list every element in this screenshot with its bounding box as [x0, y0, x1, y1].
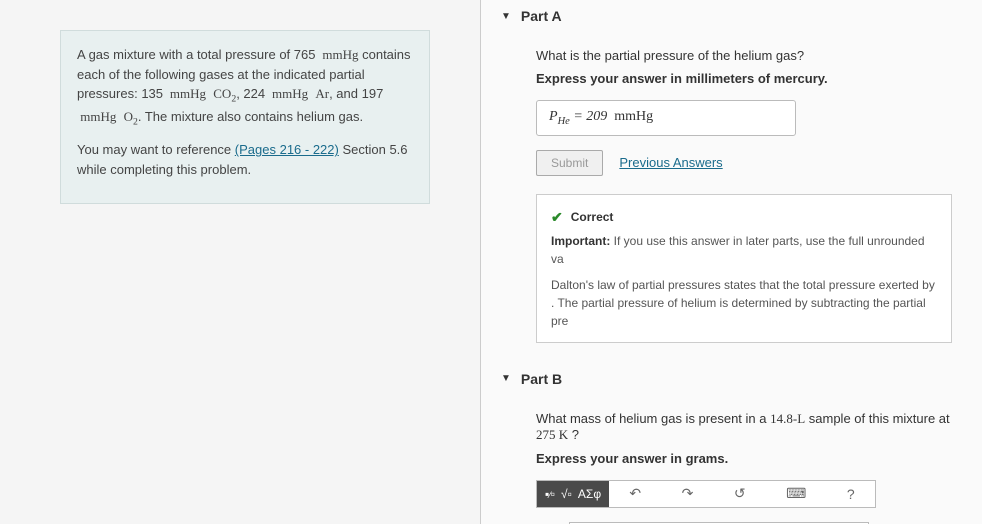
reference-link[interactable]: (Pages 216 - 222)	[235, 142, 339, 157]
greek-symbols-button[interactable]: ΑΣφ	[578, 487, 601, 501]
answer-unit: mmHg	[614, 109, 653, 124]
unit-mmhg: mmHg	[322, 47, 358, 62]
problem-panel: A gas mixture with a total pressure of 7…	[0, 0, 480, 524]
part-a-instruction: Express your answer in millimeters of me…	[536, 71, 952, 86]
correct-label: Correct	[571, 208, 614, 226]
sqrt-template-icon[interactable]: √▫	[561, 487, 572, 501]
part-a-button-row: Submit Previous Answers	[536, 150, 952, 176]
problem-paragraph-1: A gas mixture with a total pressure of 7…	[77, 45, 413, 130]
temperature-value: 275 K	[536, 427, 568, 442]
help-icon[interactable]: ?	[841, 482, 861, 506]
answer-panel: ▼ Part A What is the partial pressure of…	[480, 0, 982, 524]
ar-pressure: 224	[243, 86, 265, 101]
submit-button[interactable]: Submit	[536, 150, 603, 176]
reference-paragraph: You may want to reference (Pages 216 - 2…	[77, 140, 413, 179]
answer-symbol: P	[549, 109, 558, 124]
text: A gas mixture with a total pressure of	[77, 47, 294, 62]
feedback-header: ✔ Correct	[551, 207, 937, 228]
text: sample of this mixture at	[809, 411, 950, 426]
previous-answers-link[interactable]: Previous Answers	[619, 155, 722, 170]
part-a-title: Part A	[521, 8, 562, 24]
co2-label: CO	[213, 86, 231, 101]
important-label: Important:	[551, 234, 610, 248]
part-a-answer-box: PHe = 209 mmHg	[536, 100, 796, 136]
part-b-title: Part B	[521, 371, 562, 387]
reset-icon[interactable]: ↺	[728, 481, 752, 506]
answer-subscript: He	[558, 116, 570, 127]
text: What mass of helium gas is present in a	[536, 411, 770, 426]
unit-mmhg: mmHg	[170, 86, 206, 101]
text: ?	[572, 427, 579, 442]
part-a-body: What is the partial pressure of the heli…	[481, 32, 982, 363]
part-b-question: What mass of helium gas is present in a …	[536, 411, 952, 443]
answer-value: 209	[586, 109, 607, 124]
collapse-caret-icon[interactable]: ▼	[501, 373, 511, 384]
text: , and	[329, 86, 362, 101]
text: You may want to reference	[77, 142, 235, 157]
text: . The mixture also contains helium gas.	[138, 109, 363, 124]
redo-icon[interactable]: ↷	[676, 481, 700, 506]
o2-pressure: 197	[362, 86, 384, 101]
total-pressure-value: 765	[294, 47, 316, 62]
check-icon: ✔	[551, 207, 563, 228]
explanation-text: Dalton's law of partial pressures states…	[551, 276, 937, 330]
problem-statement-box: A gas mixture with a total pressure of 7…	[60, 30, 430, 204]
part-b-body: What mass of helium gas is present in a …	[481, 395, 982, 524]
volume-value: 14.8-L	[770, 411, 805, 426]
part-a-question: What is the partial pressure of the heli…	[536, 48, 952, 63]
part-a-header[interactable]: ▼ Part A	[481, 0, 982, 32]
unit-mmhg: mmHg	[80, 109, 116, 124]
keyboard-icon[interactable]: ⌨	[780, 481, 812, 506]
co2-pressure: 135	[141, 86, 163, 101]
fraction-template-icon[interactable]: ▪⁄▫	[545, 487, 555, 501]
feedback-box: ✔ Correct Important: If you use this ans…	[536, 194, 952, 343]
equation-toolbar: ▪⁄▫ √▫ ΑΣφ ↶ ↷ ↺ ⌨ ?	[536, 480, 876, 508]
equals: =	[573, 109, 586, 124]
undo-icon[interactable]: ↶	[623, 481, 647, 506]
collapse-caret-icon[interactable]: ▼	[501, 11, 511, 22]
toolbar-actions: ↶ ↷ ↺ ⌨ ?	[609, 481, 875, 507]
part-b-instruction: Express your answer in grams.	[536, 451, 952, 466]
part-b-header[interactable]: ▼ Part B	[481, 363, 982, 395]
important-note: Important: If you use this answer in lat…	[551, 232, 937, 268]
o2-label: O	[124, 109, 133, 124]
ar-label: Ar	[315, 86, 329, 101]
unit-mmhg: mmHg	[272, 86, 308, 101]
toolbar-templates[interactable]: ▪⁄▫ √▫ ΑΣφ	[537, 481, 609, 507]
